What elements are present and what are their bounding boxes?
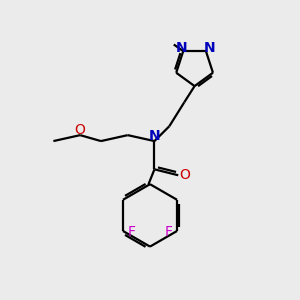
Text: F: F xyxy=(127,226,135,239)
Text: N: N xyxy=(148,129,160,143)
Text: F: F xyxy=(165,226,173,239)
Text: O: O xyxy=(75,123,86,137)
Text: O: O xyxy=(179,168,190,182)
Text: N: N xyxy=(204,40,215,55)
Text: N: N xyxy=(176,40,188,55)
